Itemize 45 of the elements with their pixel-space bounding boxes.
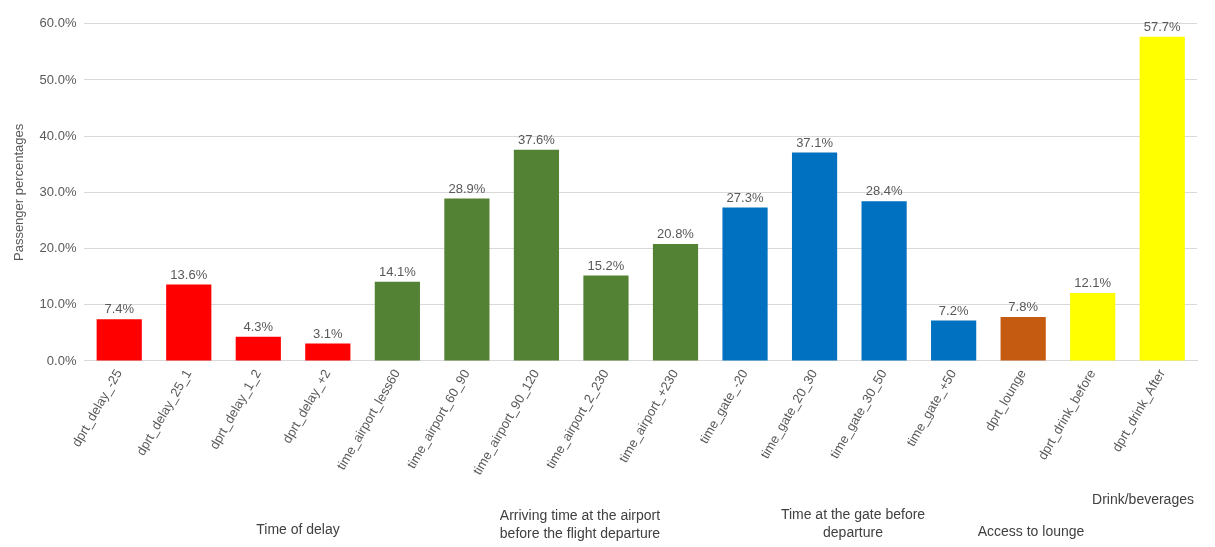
y-tick-label: 40.0% [39, 127, 77, 143]
data-label: 28.4% [865, 183, 903, 199]
data-label: 28.9% [448, 180, 486, 196]
text: Arriving time at the airport before the flight departure [499, 506, 661, 542]
bar [96, 319, 142, 361]
data-label: 7.2% [938, 302, 969, 318]
bar [444, 198, 490, 361]
bar [1139, 36, 1185, 361]
bar [166, 284, 212, 361]
y-tick-label: 50.0% [39, 71, 77, 87]
data-label: 14.1% [378, 263, 417, 279]
data-label: 37.1% [796, 134, 834, 150]
data-label: 7.4% [104, 301, 135, 317]
bar [1070, 292, 1116, 361]
bar [305, 343, 351, 361]
bar [583, 275, 629, 361]
bar [374, 281, 420, 361]
bar [652, 244, 699, 361]
data-label: 4.3% [243, 318, 274, 334]
y-tick-label: 0.0% [46, 352, 77, 368]
data-label: 20.8% [657, 226, 695, 242]
text: Access to lounge [977, 522, 1085, 540]
y-tick-label: 10.0% [39, 296, 77, 312]
data-label: 12.1% [1074, 275, 1112, 291]
bar [791, 152, 838, 361]
text: Time of delay [256, 520, 340, 538]
bar [861, 201, 907, 361]
y-tick-label: 30.0% [39, 183, 77, 199]
bar [722, 207, 768, 361]
data-label: 7.8% [1008, 299, 1039, 315]
bar [513, 149, 560, 361]
data-label: 57.7% [1143, 18, 1182, 34]
bar [931, 320, 977, 361]
data-label: 13.6% [170, 266, 208, 282]
data-label: 15.2% [587, 257, 625, 273]
text: Drink/beverages [1092, 490, 1194, 508]
bar [235, 336, 281, 361]
data-label: 37.6% [517, 131, 556, 147]
y-tick-label: 60.0% [39, 15, 77, 31]
bar [1000, 317, 1046, 361]
data-label: 27.3% [726, 189, 764, 205]
y-tick-label: 20.0% [39, 240, 77, 256]
text: Time at the gate before departure [780, 505, 926, 541]
y-axis-title: Passenger percentages [11, 123, 27, 262]
data-label: 3.1% [313, 325, 344, 341]
